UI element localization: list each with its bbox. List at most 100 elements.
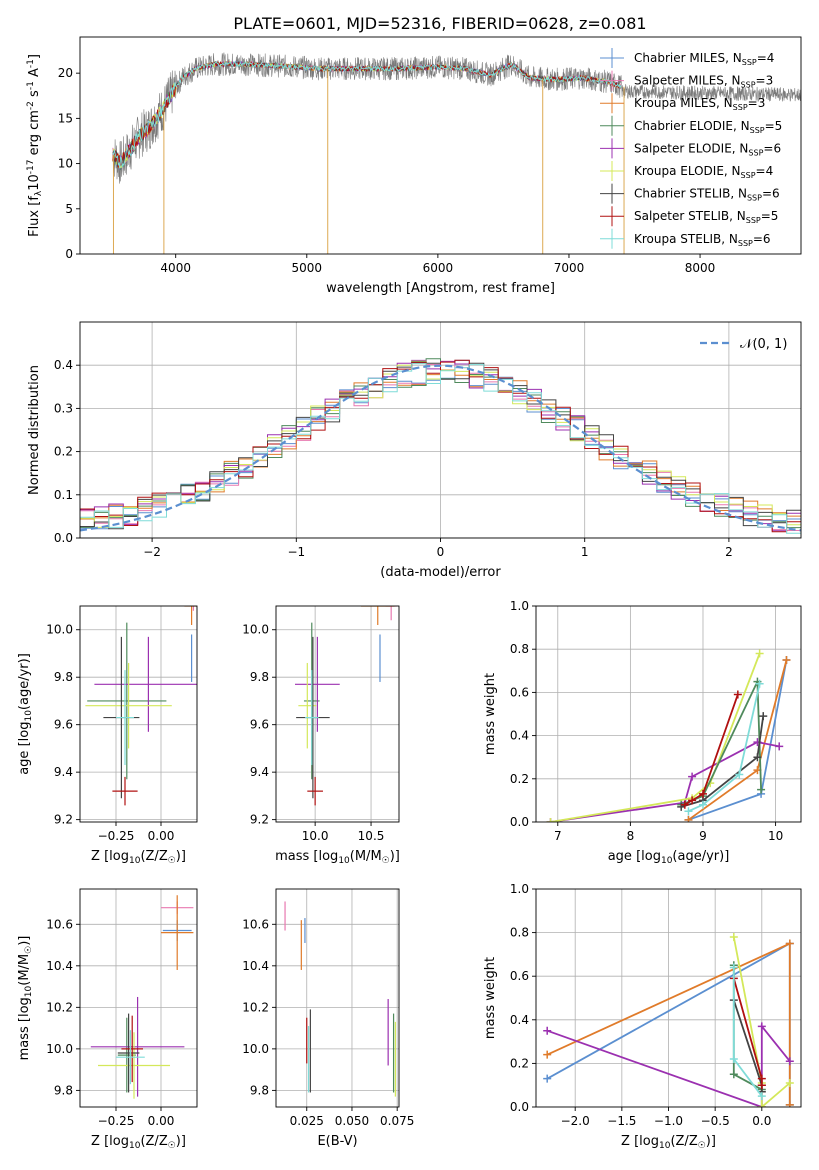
axis-label-x: age [log10(age/yr)] — [608, 849, 730, 866]
series-marker — [755, 679, 764, 688]
legend-label: Salpeter STELIB, NSSP=5 — [634, 209, 778, 225]
legend-label: Salpeter MILES, NSSP=3 — [634, 74, 773, 90]
label-part: log — [109, 1134, 129, 1149]
label-part: Flux [f — [27, 196, 42, 237]
label-part: ☉ — [168, 856, 176, 866]
legend-suffix: =5 — [765, 119, 783, 133]
tick-label-x: 10.0 — [302, 829, 329, 843]
label-part: A — [27, 68, 42, 81]
label-part: 10 — [24, 985, 34, 997]
tick-label-x: 7 — [554, 829, 562, 843]
label-part: )] — [176, 849, 186, 864]
tick-label-x: 8000 — [685, 261, 716, 275]
label-part: 10 — [129, 1141, 141, 1151]
tick-label-y: 9.6 — [250, 718, 269, 732]
tick-label-x: 9 — [699, 829, 707, 843]
tick-label-y: 20 — [58, 66, 73, 80]
legend-label: Kroupa STELIB, NSSP=6 — [634, 232, 771, 248]
tick-label-x: −1.0 — [654, 1114, 683, 1128]
label-part: -17 — [26, 160, 36, 175]
tick-label-y: 0.0 — [510, 815, 529, 829]
legend-label: Salpeter ELODIE, NSSP=6 — [634, 141, 781, 157]
legend-text: Chabrier ELODIE, N — [634, 119, 750, 133]
label-part: (Z/ — [140, 1134, 159, 1149]
legend-sub: SSP — [746, 216, 761, 225]
tick-label-y: 9.8 — [54, 1083, 73, 1097]
series-marker — [543, 1050, 552, 1059]
tick-label-y: 1.0 — [510, 882, 529, 896]
axis-label-y: age [log10(age/yr)] — [17, 653, 34, 775]
series-marker — [785, 1100, 794, 1107]
label-part: ☉ — [168, 1141, 176, 1151]
axis-label-y: mass [log10(M/M☉)] — [17, 936, 34, 1061]
tick-label-x: 7000 — [554, 261, 585, 275]
axes-frame — [535, 605, 802, 823]
tick-label-y: 10.2 — [242, 1000, 269, 1014]
panel-mass_vs_ebv: 0.025 0.050 0.075 9.8 10.0 10.2 10.4 10.6 E(B-V) — [242, 888, 414, 1149]
label-part: ] — [27, 54, 42, 59]
legend-label: Kroupa ELODIE, NSSP=4 — [634, 164, 773, 180]
tick-label-y: 9.8 — [250, 1083, 269, 1097]
axis-label-y: Flux [fλ10-17 erg cm-2 s-1 A-1] — [26, 54, 44, 237]
legend-suffix: =5 — [761, 209, 779, 223]
label-part: log — [318, 849, 338, 864]
tick-label-y: 0.4 — [510, 729, 529, 743]
series-marker — [543, 1026, 552, 1035]
axes-frame — [79, 605, 198, 823]
tick-label-y: 9.6 — [54, 718, 73, 732]
legend-label: Kroupa MILES, NSSP=3 — [634, 96, 765, 112]
label-part: ☉ — [698, 1141, 706, 1151]
tick-label-x: 2 — [725, 545, 733, 559]
legend-suffix: =4 — [757, 51, 775, 65]
legend-suffix: =6 — [762, 187, 780, 201]
label-part: 10 — [661, 856, 673, 866]
tick-label-x: 4000 — [160, 261, 191, 275]
series-line — [550, 653, 761, 822]
series-marker — [757, 1103, 766, 1107]
series-marker — [698, 800, 707, 809]
legend-text: Chabrier STELIB, N — [634, 187, 747, 201]
label-part: M — [17, 954, 32, 965]
series-marker — [753, 753, 762, 762]
legend-sub: SSP — [750, 126, 765, 135]
series-marker — [757, 1092, 766, 1101]
series-marker — [782, 656, 791, 664]
tick-label-x: 10 — [768, 829, 783, 843]
axes-frame — [275, 605, 400, 823]
series-line — [684, 694, 739, 806]
label-part: )] — [706, 1134, 716, 1149]
label-part: (M/ — [17, 964, 32, 985]
tick-label-y: 10.0 — [242, 1042, 269, 1056]
tick-label-y: 10.6 — [242, 917, 269, 931]
tick-label-y: 9.4 — [250, 765, 269, 779]
legend-text: Salpeter STELIB, N — [634, 209, 746, 223]
series-line — [546, 1023, 791, 1107]
series-marker — [785, 1057, 794, 1066]
figure-title: PLATE=0601, MJD=52316, FIBERID=0628, z=0… — [233, 14, 646, 33]
plot-area — [276, 889, 399, 1107]
tick-label-y: 0.8 — [510, 926, 529, 940]
axis-label-x: E(B-V) — [317, 1134, 357, 1149]
tick-label-x: 0.075 — [380, 1114, 414, 1128]
plot-area — [536, 889, 801, 1107]
label-part: )] — [390, 849, 400, 864]
tick-label-y: 10.4 — [46, 959, 73, 973]
tick-label-y: 0.1 — [54, 488, 73, 502]
label-part: erg cm — [27, 110, 42, 159]
axis-label-y: mass weight — [483, 957, 498, 1039]
axis-label-x: wavelength [Angstrom, rest frame] — [326, 281, 555, 296]
tick-label-y: 9.8 — [54, 670, 73, 684]
series-marker — [757, 785, 766, 794]
tick-label-y: 0 — [65, 247, 73, 261]
panel-age_vs_mass: 10.0 10.5 9.2 9.4 9.6 9.8 10.0 mass [log10(M/M☉… — [242, 605, 400, 866]
label-part: -1 — [26, 59, 36, 68]
tick-label-y: 5 — [65, 202, 73, 216]
plot-area — [80, 322, 801, 538]
legend-label: Chabrier ELODIE, NSSP=5 — [634, 119, 782, 135]
label-part: s — [27, 90, 42, 101]
tick-label-y: 10.0 — [46, 1042, 73, 1056]
series-marker — [757, 1022, 766, 1031]
series-marker — [733, 690, 742, 699]
